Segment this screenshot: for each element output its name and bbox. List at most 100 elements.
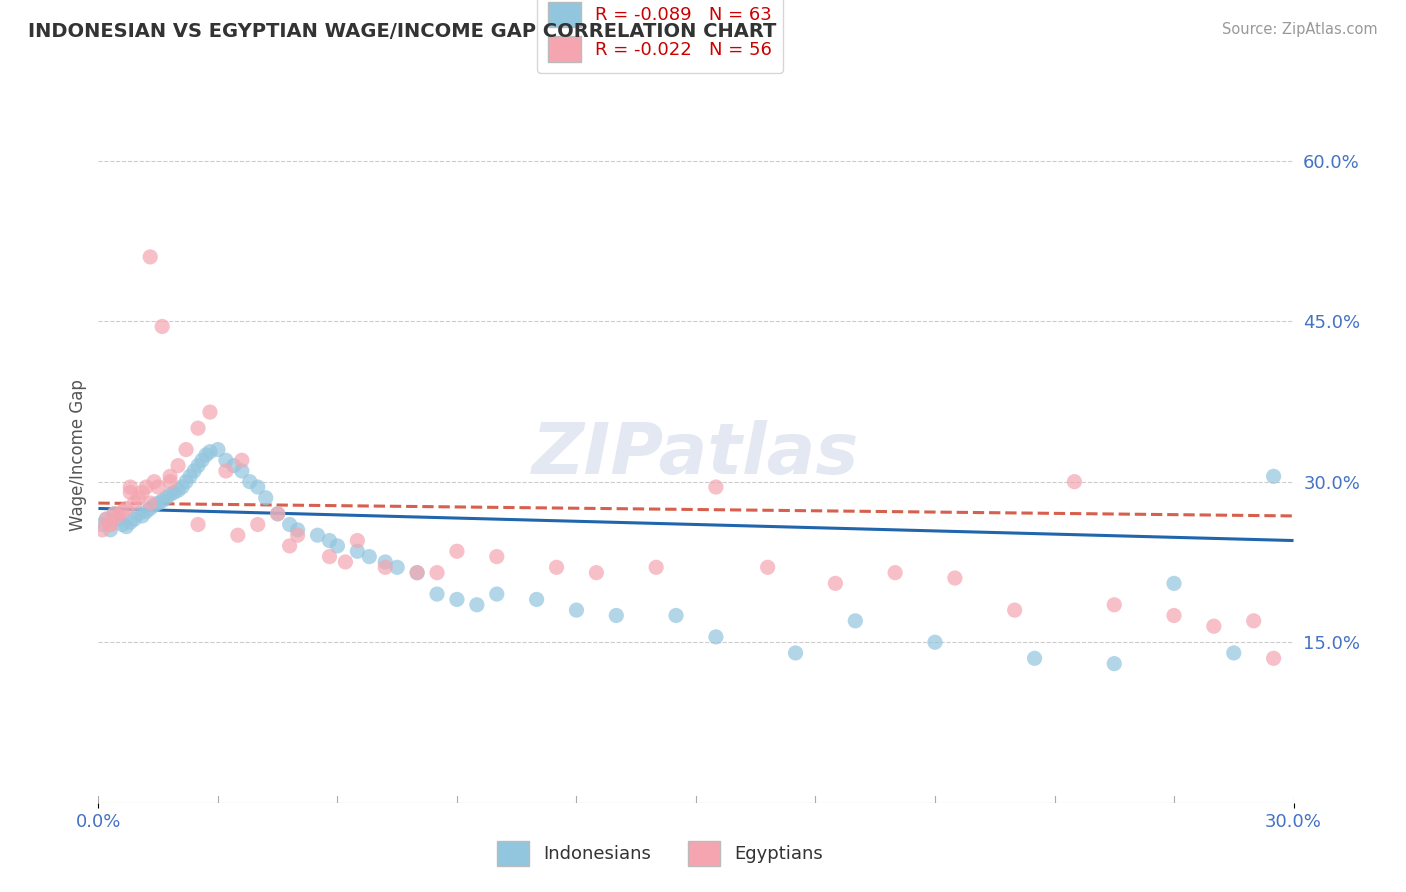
Point [163, 485, 186, 500]
Point [103, 507, 125, 521]
Point [605, 608, 627, 623]
Point [318, 549, 340, 564]
Point [385, 560, 409, 574]
Point [159, 475, 181, 489]
Point [143, 498, 166, 512]
Point [155, 491, 177, 505]
Point [91, 523, 114, 537]
Point [183, 464, 205, 478]
Point [1004, 603, 1026, 617]
Point [143, 475, 166, 489]
Point [174, 442, 197, 457]
Point [111, 505, 134, 519]
Point [924, 635, 946, 649]
Point [124, 512, 146, 526]
Point [139, 501, 162, 516]
Point [127, 491, 149, 505]
Point [246, 517, 269, 532]
Text: INDONESIAN VS EGYPTIAN WAGE/INCOME GAP CORRELATION CHART: INDONESIAN VS EGYPTIAN WAGE/INCOME GAP C… [28, 22, 776, 41]
Point [406, 566, 429, 580]
Point [346, 533, 368, 548]
Point [326, 539, 349, 553]
Point [318, 533, 340, 548]
Point [131, 508, 153, 523]
Point [446, 544, 468, 558]
Point [406, 566, 429, 580]
Point [231, 453, 253, 467]
Point [148, 480, 170, 494]
Point [267, 507, 290, 521]
Point [107, 508, 129, 523]
Point [120, 516, 142, 530]
Point [215, 453, 238, 467]
Point [374, 555, 396, 569]
Point [127, 507, 149, 521]
Point [346, 544, 368, 558]
Point [91, 517, 114, 532]
Point [1102, 598, 1125, 612]
Point [120, 480, 142, 494]
Point [150, 494, 173, 508]
Point [107, 512, 129, 526]
Point [287, 523, 309, 537]
Point [246, 480, 269, 494]
Point [844, 614, 866, 628]
Point [307, 528, 329, 542]
Point [785, 646, 807, 660]
Point [1102, 657, 1125, 671]
Point [585, 566, 607, 580]
Point [198, 405, 221, 419]
Point [1243, 614, 1265, 628]
Point [96, 512, 118, 526]
Point [645, 560, 668, 574]
Point [1063, 475, 1085, 489]
Point [187, 517, 209, 532]
Point [103, 507, 125, 521]
Point [485, 587, 508, 601]
Point [135, 505, 157, 519]
Point [884, 566, 907, 580]
Point [179, 469, 201, 483]
Point [485, 549, 508, 564]
Point [111, 517, 134, 532]
Point [167, 483, 190, 498]
Point [1222, 646, 1246, 660]
Point [824, 576, 846, 591]
Text: Source: ZipAtlas.com: Source: ZipAtlas.com [1222, 22, 1378, 37]
Point [267, 507, 290, 521]
Point [135, 480, 157, 494]
Point [526, 592, 548, 607]
Point [124, 496, 146, 510]
Point [115, 519, 138, 533]
Point [139, 496, 162, 510]
Point [139, 250, 162, 264]
Point [335, 555, 357, 569]
Point [120, 485, 142, 500]
Point [226, 528, 249, 542]
Point [187, 458, 209, 473]
Point [1202, 619, 1225, 633]
Point [665, 608, 688, 623]
Point [254, 491, 277, 505]
Point [96, 512, 118, 526]
Point [565, 603, 588, 617]
Point [172, 480, 194, 494]
Point [704, 630, 727, 644]
Point [374, 560, 396, 574]
Y-axis label: Wage/Income Gap: Wage/Income Gap [69, 379, 87, 531]
Point [465, 598, 488, 612]
Point [198, 444, 221, 458]
Point [231, 464, 253, 478]
Point [446, 592, 468, 607]
Point [278, 539, 301, 553]
Point [426, 566, 449, 580]
Point [239, 475, 262, 489]
Point [191, 453, 214, 467]
Text: ZIPatlas: ZIPatlas [533, 420, 859, 490]
Point [115, 501, 138, 516]
Point [1263, 651, 1285, 665]
Point [1024, 651, 1046, 665]
Point [100, 517, 122, 532]
Point [1163, 608, 1185, 623]
Point [100, 523, 122, 537]
